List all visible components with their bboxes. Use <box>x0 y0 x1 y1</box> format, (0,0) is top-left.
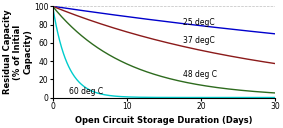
Y-axis label: Residual Capacity
(% of Initial
Capacity): Residual Capacity (% of Initial Capacity… <box>3 10 33 94</box>
Text: 48 deg C: 48 deg C <box>183 70 216 79</box>
Text: 37 degC: 37 degC <box>183 36 214 45</box>
Text: 25 degC: 25 degC <box>183 18 214 27</box>
X-axis label: Open Circuit Storage Duration (Days): Open Circuit Storage Duration (Days) <box>75 116 253 125</box>
Text: 60 deg C: 60 deg C <box>69 87 103 96</box>
